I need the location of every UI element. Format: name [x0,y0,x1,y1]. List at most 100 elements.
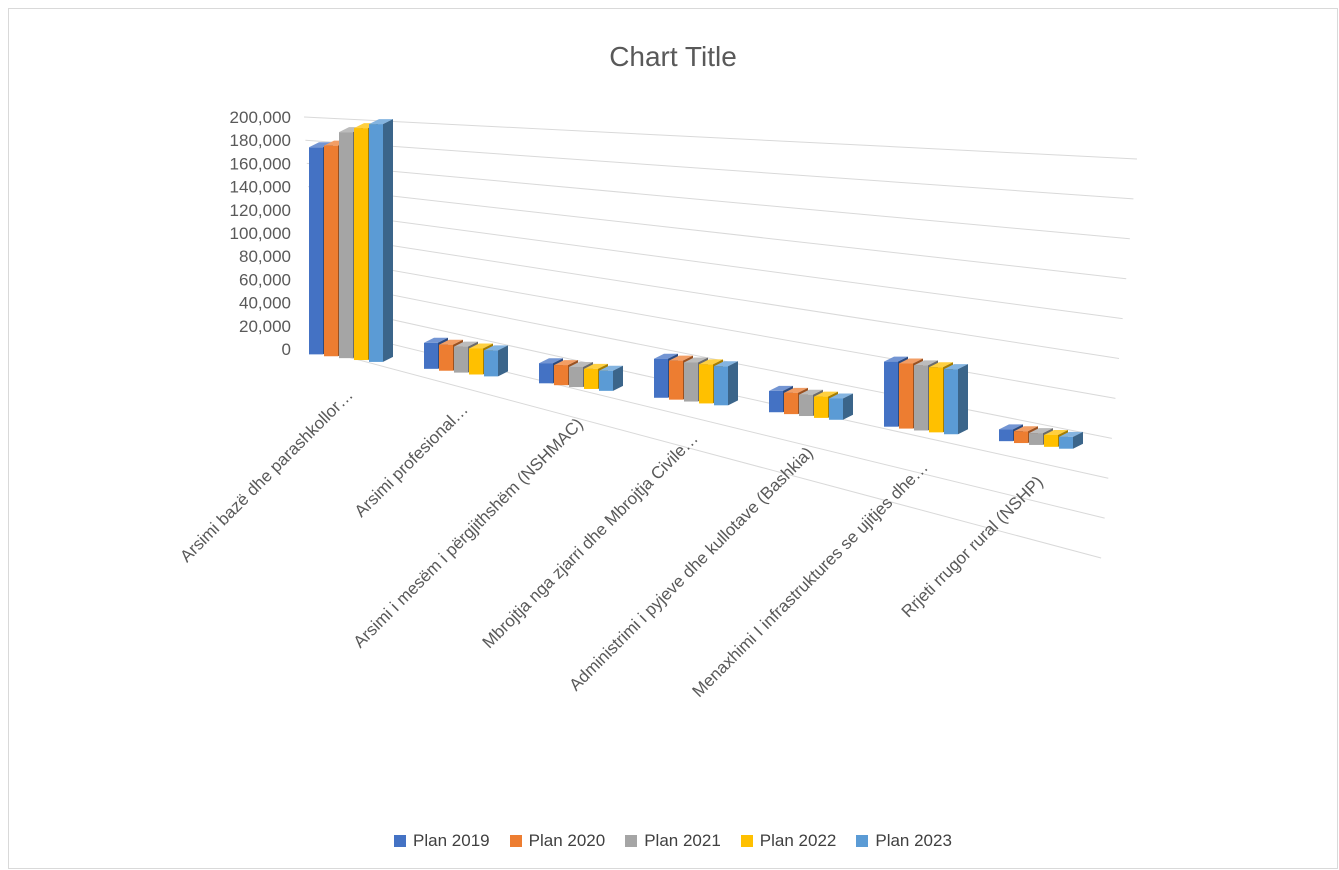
y-tick-label: 160,000 [230,154,291,173]
bar-top [899,358,923,364]
gridline [308,186,1127,280]
bar-front [929,367,943,433]
bar [714,361,738,406]
gridline [312,255,1116,399]
bar-front [814,396,828,418]
bar-front [784,392,798,415]
bar-top [714,361,738,367]
gridline [313,278,1112,439]
bar-top [929,362,953,368]
bar-front [439,344,453,371]
bar-top [439,339,463,345]
bar-top [769,385,793,391]
bar-top [814,391,838,397]
bar-top [914,360,938,366]
bar-top [799,389,823,395]
bar-top [554,360,578,366]
bar-front [554,365,568,386]
bar-top [784,387,808,393]
bar-front [354,128,368,361]
y-tick-label: 40,000 [239,294,291,313]
gridline [303,116,1138,160]
bar-top [669,355,693,361]
legend-label: Plan 2022 [759,831,837,850]
bar-top [699,359,723,365]
y-tick-label: 0 [282,340,291,359]
bar [944,364,968,435]
bar-front [654,358,668,398]
gridline [305,139,1134,200]
bar [484,345,508,377]
legend-item: Plan 2020 [509,831,606,851]
legend-label: Plan 2019 [413,831,490,850]
bar-top [469,343,493,349]
y-tick-label: 80,000 [239,247,291,266]
bar-front [369,124,383,362]
bar-side [498,345,508,377]
legend-swatch [740,835,753,847]
gridline [317,348,1102,559]
bar-side [383,119,393,362]
bar-front [799,394,813,417]
x-tick-label: Menaxhimi I infrastruktures se ujitjes d… [689,458,932,701]
bar-side [958,364,968,435]
x-tick-label: Administrimi i pyjeve dhe kullotave (Bas… [566,443,817,694]
bar-top [599,365,623,371]
bar-top [884,356,908,362]
bar-front [469,348,483,375]
gridline [309,209,1123,320]
bar-top [1059,431,1083,437]
bar-side [613,365,623,391]
bar-front [484,350,498,377]
bar-front [684,362,698,402]
y-tick-label: 200,000 [230,108,291,127]
y-tick-label: 100,000 [230,224,291,243]
bar-top [424,337,448,343]
bar-front [1044,434,1058,447]
gridline [306,162,1130,240]
bar-front [1059,436,1073,449]
x-tick-label: Arsimi bazë dhe parashkollor… [176,385,356,565]
bar-top [999,424,1023,430]
bar-top [1014,426,1038,432]
bar [369,119,393,362]
bar-front [714,366,728,406]
bar-top [369,119,393,125]
legend-swatch [856,835,869,847]
x-tick-label: Rrjeti rrugor rural (NSHP) [898,472,1047,621]
legend: Plan 2019 Plan 2020 Plan 2021 Plan 2022 Plan… [9,831,1337,851]
bar-top [829,393,853,399]
bar-side [1073,431,1083,449]
legend-item: Plan 2019 [394,831,490,851]
bar-front [699,364,713,404]
legend-swatch [625,835,638,847]
bar-front [454,346,468,373]
bar [599,365,623,391]
bar-side [728,361,738,406]
x-tick-label: Arsimi profesional… [351,400,472,521]
bar-front [899,363,913,429]
legend-label: Plan 2021 [644,831,721,850]
bar-front [539,363,553,384]
legend-item: Plan 2022 [740,831,837,851]
bar-top [1029,428,1053,434]
bar-front [584,368,598,389]
chart-area: Chart Title 0 20,000 40,000 60,000 80,000 100… [8,8,1338,869]
bar-front [339,132,353,359]
bar-front [769,390,783,413]
bar-front [669,360,683,400]
bar-top [309,142,333,148]
legend-item: Plan 2023 [856,831,952,851]
legend-item: Plan 2021 [625,831,721,851]
bar-front [1029,433,1043,445]
bar-top [539,358,563,364]
bar-top [454,341,478,347]
bar-side [843,393,853,420]
bar-front [829,398,843,420]
bar-front [914,365,928,431]
bar-top [484,345,508,351]
legend-label: Plan 2020 [528,831,606,850]
bar-front [569,366,583,388]
bar-top [654,353,678,359]
legend-swatch [394,835,407,847]
